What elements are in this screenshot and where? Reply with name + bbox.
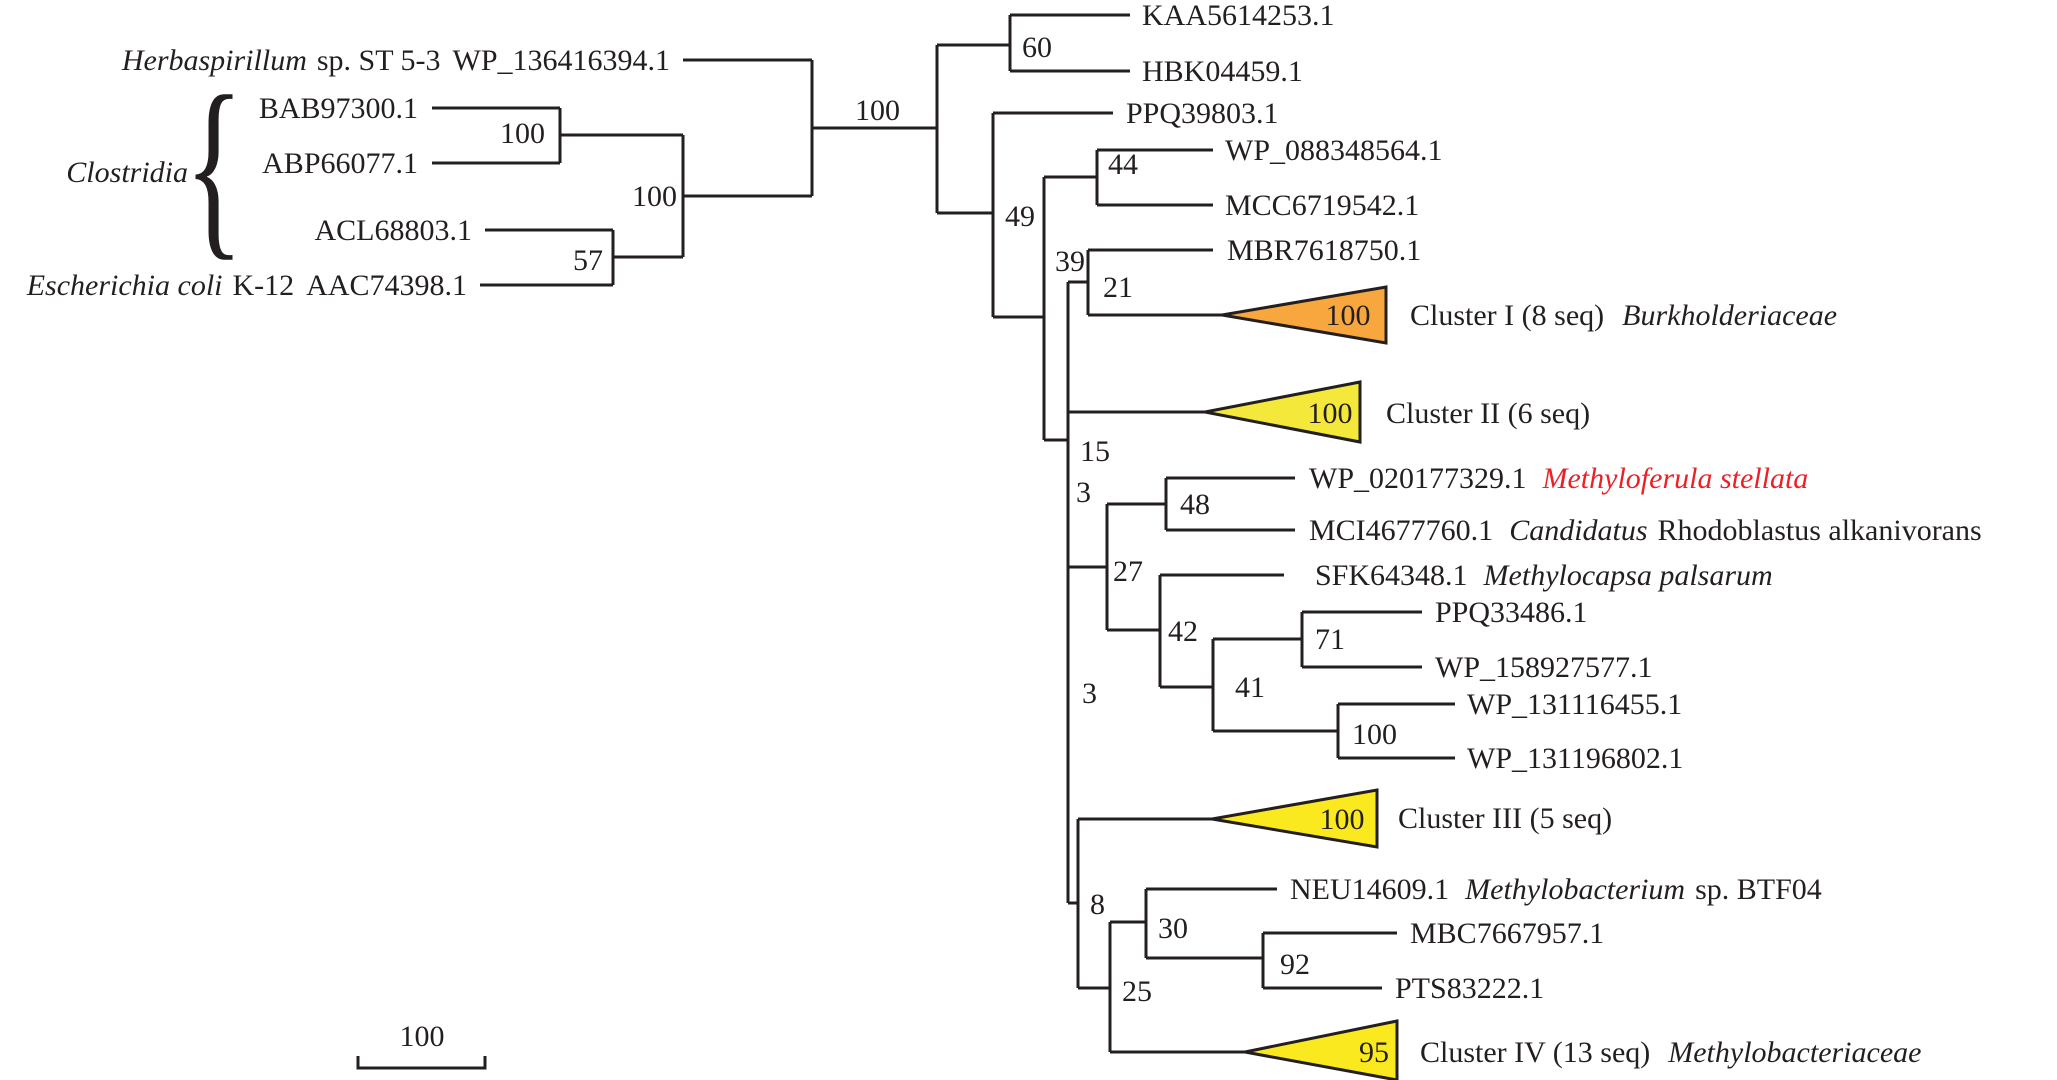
cluster-ii-triangle — [1204, 380, 1362, 444]
taxon-label-abp66077: ABP66077.1 — [262, 147, 418, 180]
taxon-label-mci4677760: MCI4677760.1 Candidatus Rhodoblastus alkan… — [1309, 514, 1982, 547]
bootstrap-48: 48 — [1180, 488, 1210, 521]
taxon-label-pts83222: PTS83222.1 — [1395, 972, 1544, 1005]
taxon-label-ppq33486: PPQ33486.1 — [1435, 596, 1588, 629]
bootstrap-25: 25 — [1122, 975, 1152, 1008]
taxon-label-wp020177329: WP_020177329.1 Methyloferula stellata — [1309, 462, 1808, 495]
upper-right-branches — [935, 13, 1213, 440]
bootstrap-cluster-iv: 95 — [1359, 1036, 1389, 1069]
cluster-i-label: Cluster I (8 seq) Burkholderiaceae — [1410, 299, 1837, 332]
bootstrap-3-upper: 3 — [1076, 476, 1091, 509]
bootstrap-92: 92 — [1280, 948, 1310, 981]
bootstrap-49: 49 — [1005, 200, 1035, 233]
bootstrap-42: 42 — [1168, 615, 1198, 648]
cluster-iv-triangle — [1244, 1019, 1399, 1080]
methyloferula-clade-branches — [1105, 476, 1455, 760]
bootstrap-44: 44 — [1108, 148, 1138, 181]
cluster-iii-label: Cluster III (5 seq) — [1398, 802, 1612, 835]
bootstrap-39: 39 — [1055, 245, 1085, 278]
bootstrap-71: 71 — [1315, 623, 1345, 656]
bootstrap-8: 8 — [1090, 888, 1105, 921]
taxon-label-neu14609: NEU14609.1 Methylobacterium sp. BTF04 — [1290, 873, 1822, 906]
methyloferula-stellata-highlight: Methyloferula stellata — [1542, 462, 1809, 495]
bootstrap-15: 15 — [1080, 435, 1110, 468]
taxon-label-wp131116455: WP_131116455.1 — [1467, 688, 1682, 721]
bootstrap-root: 100 — [855, 94, 900, 127]
cluster-i-triangle — [1221, 285, 1388, 345]
bootstrap-30: 30 — [1158, 912, 1188, 945]
bootstrap-27: 27 — [1113, 555, 1143, 588]
bootstrap-cluster-iii: 100 — [1320, 803, 1365, 836]
taxon-label-mcc6719542: MCC6719542.1 — [1225, 189, 1419, 222]
bootstrap-60: 60 — [1022, 31, 1052, 64]
bootstrap-cluster-ii: 100 — [1308, 397, 1353, 430]
bootstrap-41: 41 — [1235, 671, 1265, 704]
taxon-label-wp088348564: WP_088348564.1 — [1225, 134, 1443, 167]
taxon-label-acl68803: ACL68803.1 — [315, 214, 473, 247]
taxon-label-ppq39803: PPQ39803.1 — [1126, 97, 1279, 130]
bootstrap-acl-aac: 57 — [573, 244, 603, 277]
taxon-label-hbk04459: HBK04459.1 — [1142, 55, 1303, 88]
cluster-ii-label: Cluster II (6 seq) — [1386, 397, 1590, 430]
bootstrap-cluster-i: 100 — [1326, 299, 1371, 332]
methylobacteriaceae-clade-branches — [1068, 817, 1397, 1054]
tree-branches — [432, 13, 1455, 1054]
bootstrap-outgroup-clade: 100 — [632, 180, 677, 213]
taxon-label-mbr7618750: MBR7618750.1 — [1227, 234, 1421, 267]
taxon-label-mbc7667957: MBC7667957.1 — [1410, 917, 1604, 950]
taxon-label-ecoli: Escherichia coli K-12 AAC74398.1 — [26, 269, 467, 302]
backbone-branches — [1044, 248, 1222, 903]
clostridia-group-label: Clostridia — [66, 156, 188, 189]
bootstrap-3-lower: 3 — [1082, 677, 1097, 710]
bootstrap-21: 21 — [1103, 271, 1133, 304]
taxon-label-sfk64348: SFK64348.1 Methylocapsa palsarum — [1315, 559, 1773, 592]
taxon-label-wp158927577: WP_158927577.1 — [1435, 651, 1653, 684]
taxon-label-kaa5614253: KAA5614253.1 — [1142, 0, 1335, 32]
taxon-label-herbaspirillum: Herbaspirillum sp. ST 5-3 WP_136416394.1 — [121, 44, 670, 77]
bootstrap-100-wp131: 100 — [1352, 718, 1397, 751]
scale-bar-label: 100 — [400, 1020, 445, 1053]
cluster-iii-triangle — [1211, 788, 1379, 849]
taxon-label-bab97300: BAB97300.1 — [259, 92, 418, 125]
taxon-label-wp131196802: WP_131196802.1 — [1467, 742, 1683, 775]
clostridia-brace: { — [184, 55, 244, 276]
cluster-iv-label: Cluster IV (13 seq) Methylobacteriaceae — [1420, 1036, 1921, 1069]
bootstrap-bab-abp: 100 — [500, 117, 545, 150]
outgroup-branches — [432, 58, 937, 287]
cluster-triangles — [1204, 285, 1399, 1080]
scale-bar — [356, 1056, 487, 1070]
